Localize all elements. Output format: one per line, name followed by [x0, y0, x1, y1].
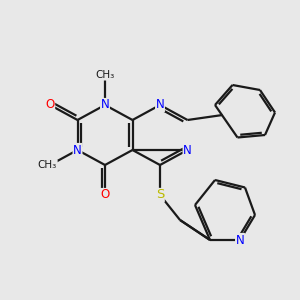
Text: O: O	[100, 188, 109, 202]
Text: N: N	[100, 98, 109, 112]
Text: O: O	[45, 98, 55, 112]
Text: S: S	[156, 188, 164, 202]
Text: N: N	[183, 143, 192, 157]
Text: N: N	[236, 233, 244, 247]
Text: N: N	[73, 143, 82, 157]
Text: N: N	[156, 98, 164, 112]
Text: CH₃: CH₃	[95, 70, 115, 80]
Text: CH₃: CH₃	[38, 160, 57, 170]
